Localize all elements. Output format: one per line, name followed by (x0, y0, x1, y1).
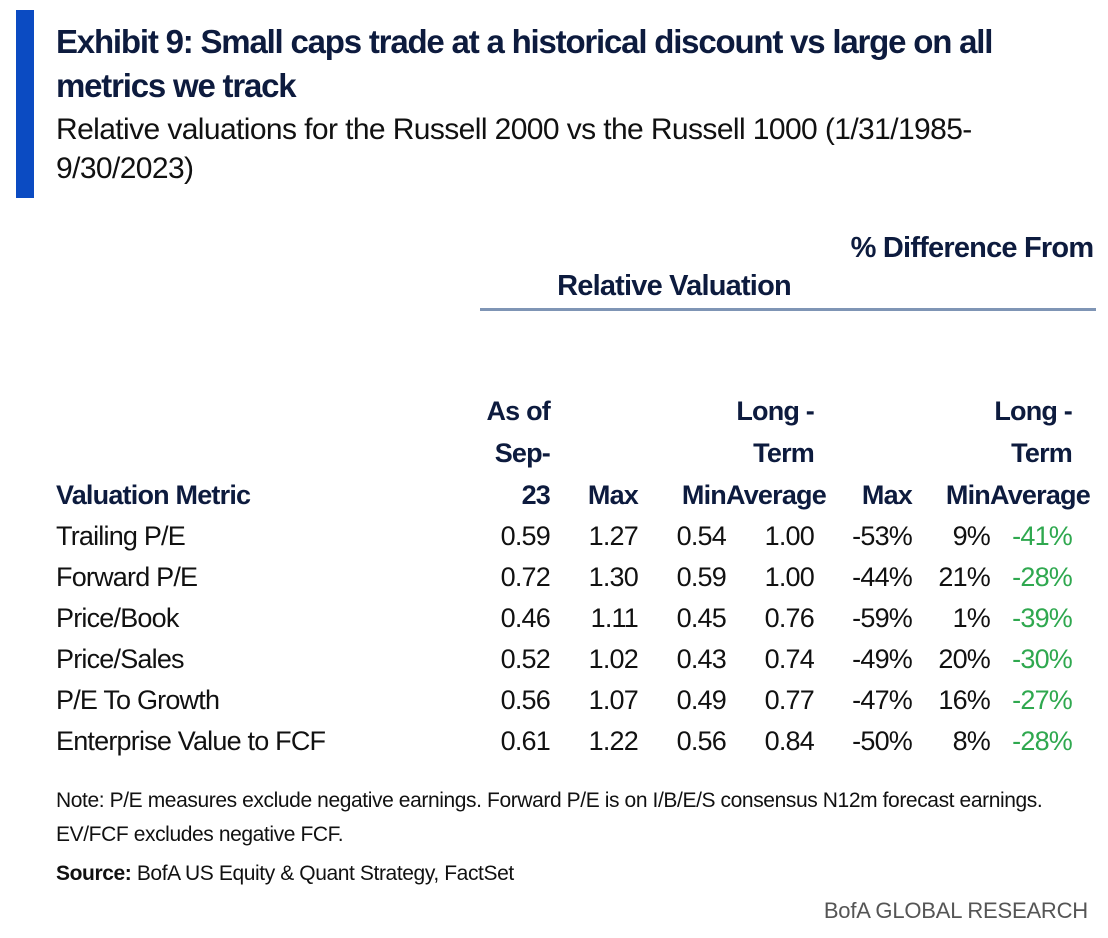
metric-name: Forward P/E (56, 562, 198, 592)
value-long-term-average: 0.76 (764, 603, 815, 633)
value-long-term-average: 1.00 (764, 562, 815, 592)
pct-diff-max: -59% (852, 603, 913, 633)
pct-diff-long-term-average: -28% (1012, 562, 1073, 592)
value-as-of: 0.61 (500, 726, 551, 756)
value-min: 0.56 (676, 726, 727, 756)
value-min: 0.49 (676, 685, 727, 715)
value-as-of: 0.46 (500, 603, 551, 633)
column-header-pct-min: Min (945, 480, 991, 510)
pct-diff-max: -47% (852, 685, 913, 715)
value-min: 0.45 (676, 603, 727, 633)
metric-name: P/E To Growth (56, 685, 220, 715)
table-row: Enterprise Value to FCF 0.61 1.22 0.56 0… (56, 721, 1096, 762)
column-header-long-term-average: Long - Term Average (726, 396, 827, 510)
source-line: Source: BofA US Equity & Quant Strategy,… (56, 857, 514, 891)
footnote: Note: P/E measures exclude negative earn… (56, 789, 1043, 846)
value-as-of: 0.52 (500, 644, 551, 674)
value-max: 1.11 (590, 603, 639, 633)
table-row: P/E To Growth 0.56 1.07 0.49 0.77 -47% 1… (56, 680, 1096, 721)
value-max: 1.22 (588, 726, 639, 756)
value-max: 1.07 (588, 685, 639, 715)
group-header-rule (480, 308, 1096, 311)
valuation-table: Relative Valuation % Difference From Val… (56, 224, 1096, 762)
column-header-row: Valuation Metric As of Sep-23 Max Min Lo… (56, 310, 1096, 516)
pct-diff-long-term-average: -30% (1012, 644, 1073, 674)
pct-diff-max: -44% (852, 562, 913, 592)
value-long-term-average: 0.84 (764, 726, 815, 756)
column-header-max: Max (587, 480, 639, 510)
pct-diff-max: -53% (852, 521, 913, 551)
column-header-pct-max: Max (861, 480, 913, 510)
metric-name: Price/Book (56, 603, 179, 633)
table-row: Trailing P/E 0.59 1.27 0.54 1.00 -53% 9%… (56, 516, 1096, 557)
column-header-as-of: As of Sep-23 (486, 396, 550, 510)
pct-diff-min: 8% (952, 726, 991, 756)
table-row: Forward P/E 0.72 1.30 0.59 1.00 -44% 21%… (56, 557, 1096, 598)
value-max: 1.27 (588, 521, 639, 551)
pct-diff-min: 20% (938, 644, 990, 674)
accent-bar (16, 10, 34, 198)
source-label: Source: (56, 862, 132, 885)
exhibit-title: Exhibit 9: Small caps trade at a histori… (56, 23, 993, 104)
value-max: 1.30 (588, 562, 639, 592)
metric-name: Enterprise Value to FCF (56, 726, 326, 756)
column-header-valuation-metric: Valuation Metric (56, 480, 251, 510)
pct-diff-min: 21% (938, 562, 990, 592)
pct-diff-long-term-average: -27% (1012, 685, 1073, 715)
value-as-of: 0.59 (500, 521, 551, 551)
column-header-pct-long-term-average: Long - Term Average (990, 396, 1091, 510)
value-long-term-average: 1.00 (764, 521, 815, 551)
metric-name: Price/Sales (56, 644, 185, 674)
pct-diff-min: 1% (952, 603, 991, 633)
group-header-row: Relative Valuation % Difference From (56, 224, 1096, 311)
value-long-term-average: 0.77 (764, 685, 815, 715)
pct-diff-long-term-average: -41% (1012, 521, 1073, 551)
pct-diff-min: 16% (938, 685, 990, 715)
value-max: 1.02 (588, 644, 639, 674)
table-body: Trailing P/E 0.59 1.27 0.54 1.00 -53% 9%… (56, 516, 1096, 762)
value-min: 0.59 (676, 562, 727, 592)
group-header-pct-difference: % Difference From (850, 232, 1094, 264)
source-text: BofA US Equity & Quant Strategy, FactSet (131, 862, 514, 885)
value-as-of: 0.56 (500, 685, 551, 715)
pct-diff-max: -49% (852, 644, 913, 674)
value-as-of: 0.72 (500, 562, 551, 592)
table-row: Price/Sales 0.52 1.02 0.43 0.74 -49% 20%… (56, 639, 1096, 680)
pct-diff-long-term-average: -39% (1012, 603, 1073, 633)
pct-diff-long-term-average: -28% (1012, 726, 1073, 756)
brand-footer: BofA GLOBAL RESEARCH (823, 898, 1088, 923)
column-header-min: Min (681, 480, 727, 510)
exhibit-subtitle: Relative valuations for the Russell 2000… (56, 113, 972, 185)
group-header-relative-valuation: Relative Valuation (557, 270, 792, 302)
metric-name: Trailing P/E (56, 521, 186, 551)
value-min: 0.54 (676, 521, 727, 551)
pct-diff-min: 9% (952, 521, 991, 551)
pct-diff-max: -50% (852, 726, 913, 756)
value-min: 0.43 (676, 644, 727, 674)
table-row: Price/Book 0.46 1.11 0.45 0.76 -59% 1% -… (56, 598, 1096, 639)
value-long-term-average: 0.74 (764, 644, 815, 674)
